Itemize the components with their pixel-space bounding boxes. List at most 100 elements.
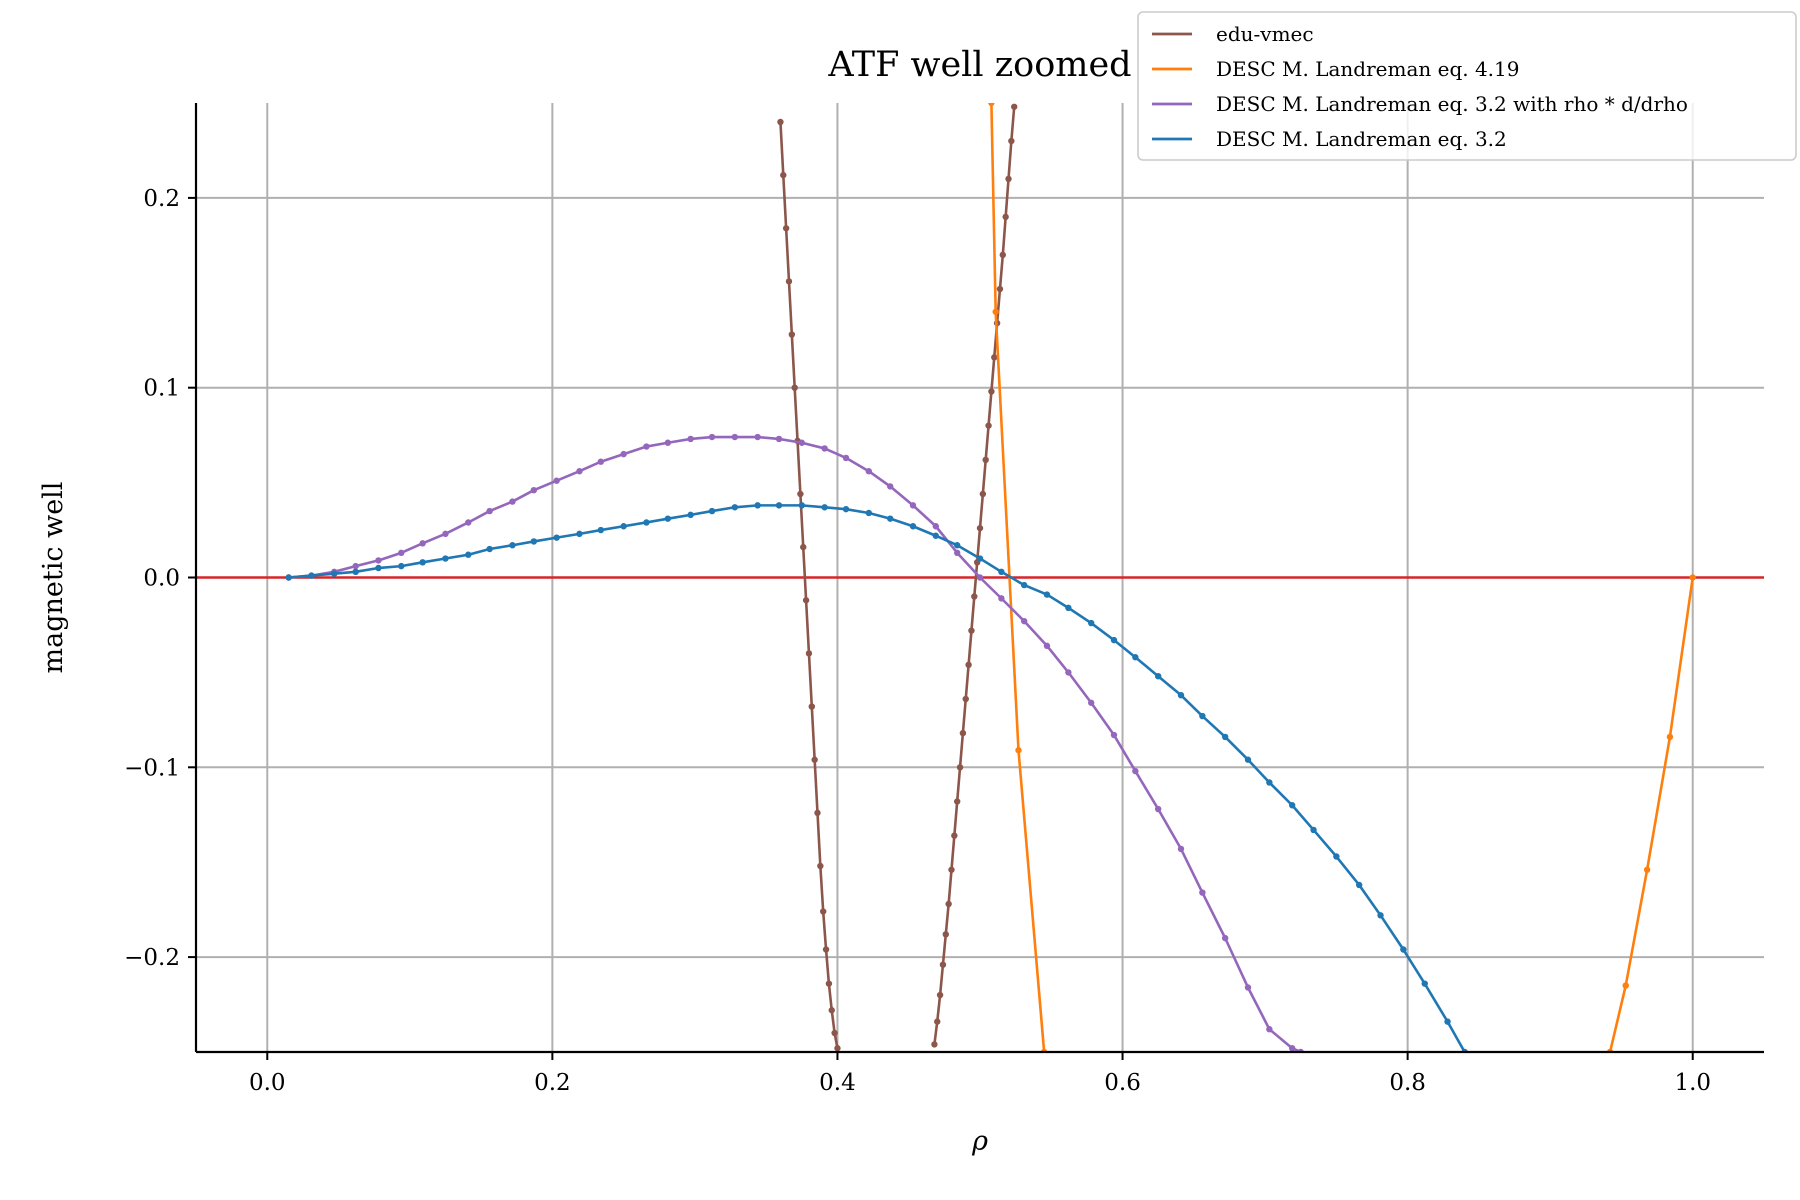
data-point [285,574,292,581]
data-point [931,1041,938,1048]
chart-title: ATF well zoomed [827,45,1131,85]
data-point [909,502,917,509]
y-tick-label: 0.2 [143,186,180,212]
data-point [828,1007,835,1014]
data-point [530,486,538,494]
data-point [1622,982,1629,989]
data-point [308,572,315,579]
data-point [791,384,798,391]
data-point [1043,642,1051,650]
data-point [1689,574,1696,581]
data-point [775,435,783,443]
x-tick-label: 0.6 [1104,1070,1141,1096]
data-point [1377,912,1384,919]
data-point [1015,747,1022,754]
data-point [945,900,952,908]
data-point [1043,591,1051,598]
data-point [1310,826,1317,834]
data-point [1355,881,1363,889]
series-line [779,121,839,1049]
data-point [820,908,827,915]
data-point [331,570,338,577]
data-point [811,756,818,763]
data-point [486,545,493,553]
data-point [998,568,1005,576]
data-point [620,450,627,458]
data-point [1065,604,1072,612]
data-point [1266,1026,1273,1033]
data-point [398,562,405,570]
data-point [1132,654,1139,661]
data-point [465,519,472,526]
data-point [352,562,359,570]
data-point [822,946,830,953]
data-point [939,961,947,968]
data-point [953,542,961,549]
data-point [442,530,449,538]
data-point [1005,175,1012,183]
data-point [932,532,940,539]
data-point [777,118,784,126]
data-point [865,509,873,517]
legend-box [1137,11,1797,161]
x-tick-label: 1.0 [1674,1070,1711,1096]
y-tick-label: −0.2 [124,945,180,971]
data-point [375,564,382,572]
data-point [442,555,449,562]
data-point [1020,581,1028,589]
data-point [754,433,761,441]
data-point [814,809,821,817]
legend-label: edu-vmec [1216,22,1314,46]
series-group [285,502,1468,1052]
legend-label: DESC M. Landreman eq. 3.2 [1216,127,1507,151]
data-point [948,866,955,873]
data-point [1199,889,1206,896]
data-point [1011,103,1018,110]
data-point [982,456,989,464]
data-point [1266,779,1273,786]
data-point [886,483,894,490]
data-point [865,468,873,475]
data-point [576,468,583,475]
data-point [664,515,672,522]
series-group [931,103,1018,1048]
data-point [936,991,944,999]
x-tick-label: 0.0 [249,1070,286,1096]
data-point [842,454,850,462]
data-point [934,1018,941,1025]
data-point [932,523,940,530]
series-line [1608,577,1695,1052]
data-point [687,435,694,443]
data-point [831,1029,838,1037]
data-point [886,515,894,522]
legend-label: DESC M. Landreman eq. 4.19 [1216,57,1520,81]
legend-label: DESC M. Landreman eq. 3.2 with rho * d/d… [1216,92,1688,116]
data-point [754,502,761,509]
data-point [942,931,949,938]
data-point [708,433,716,441]
data-point [1087,699,1095,706]
x-axis-label: ρ [971,1126,988,1157]
y-axis-label: magnetic well [38,482,69,674]
series-group [988,103,1048,1052]
series-line [288,435,1302,1052]
data-point [808,703,815,710]
data-point [553,534,560,541]
y-tick-label: 0.1 [143,376,180,402]
data-point [486,507,493,515]
data-point [731,433,739,441]
data-point [988,388,995,395]
data-point [1643,866,1651,873]
data-point [597,458,605,465]
data-point [1008,137,1015,145]
data-point [597,526,605,534]
data-point [509,498,516,505]
y-tick-label: −0.1 [124,755,180,781]
data-point [991,354,998,361]
data-point [976,524,984,532]
data-point [951,832,958,839]
data-point [530,538,538,545]
data-point [576,530,583,538]
data-point [962,695,969,703]
